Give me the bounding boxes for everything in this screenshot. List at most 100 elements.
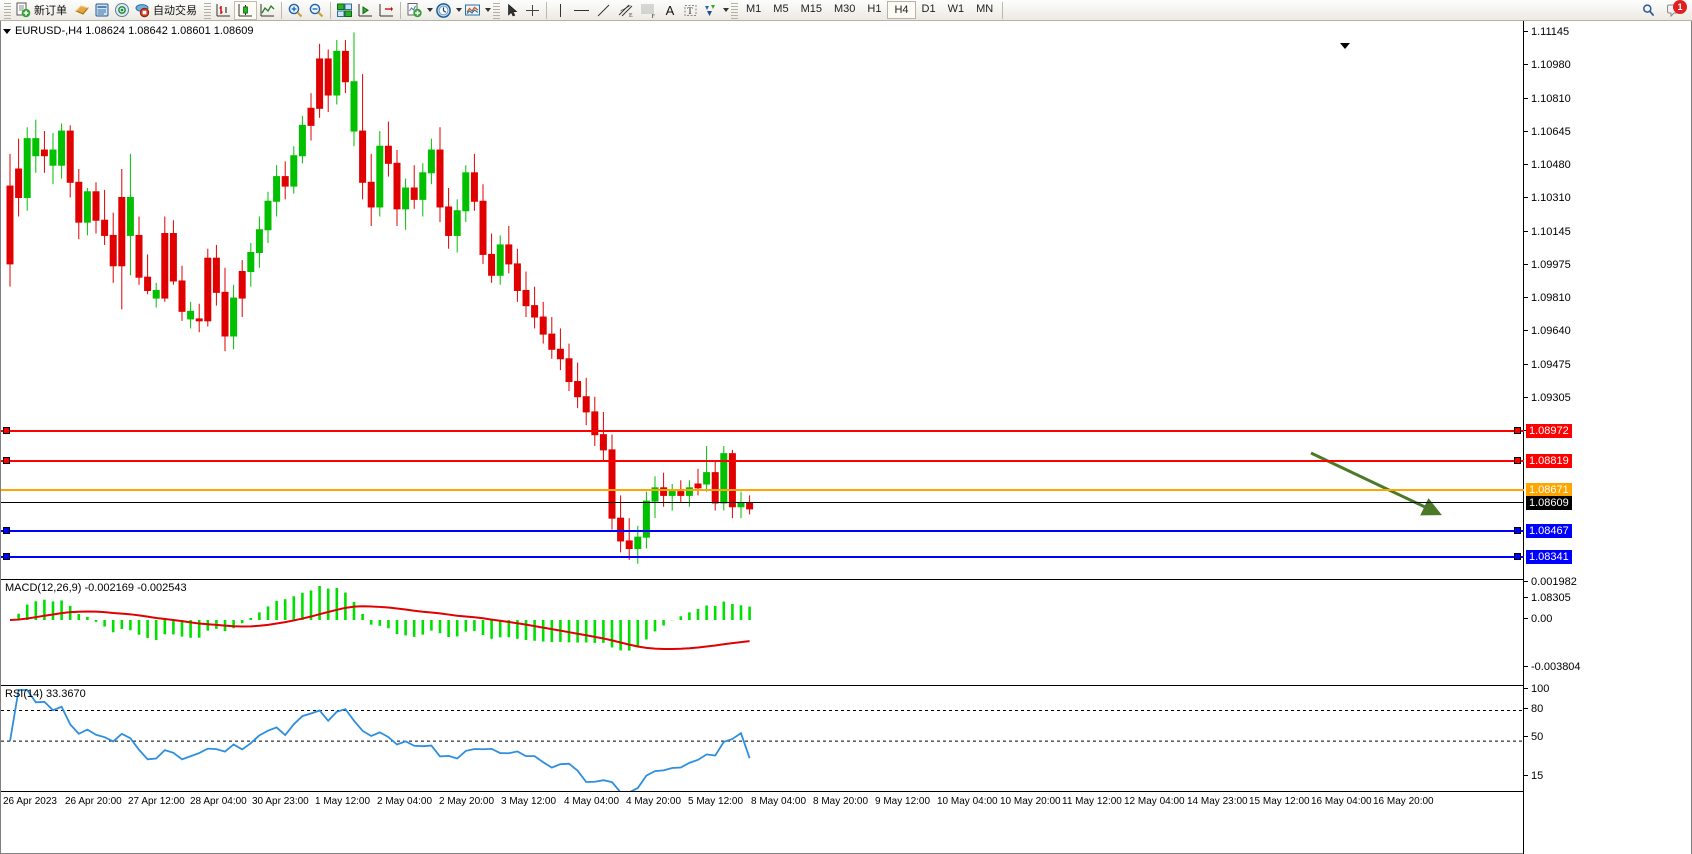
- add-indicator-button[interactable]: [404, 1, 425, 20]
- notification-button[interactable]: 1: [1664, 0, 1687, 19]
- chart-symbol-header[interactable]: EURUSD-,H4 1.08624 1.08642 1.08601 1.086…: [3, 24, 254, 38]
- crosshair-icon: [524, 2, 541, 19]
- timeframe-m30[interactable]: M30: [833, 3, 856, 15]
- current-price-level-price-label[interactable]: 1.08609: [1526, 496, 1572, 510]
- candle-body: [32, 138, 40, 157]
- shapes-caret-icon[interactable]: [723, 8, 729, 12]
- candle-body: [273, 176, 281, 202]
- tile-windows-button[interactable]: [334, 1, 355, 20]
- crosshair-tool-button[interactable]: [522, 1, 543, 20]
- toolbar-grip[interactable]: [4, 1, 11, 19]
- period-button[interactable]: [433, 1, 454, 20]
- chart-collapse-caret-icon[interactable]: [1340, 43, 1350, 49]
- navigator-button[interactable]: [112, 1, 132, 20]
- price-tick: 1.10480: [1524, 160, 1571, 171]
- timeframe-mn[interactable]: MN: [976, 3, 994, 15]
- resistance-level-1-handle-left[interactable]: [3, 427, 10, 434]
- rsi-pane[interactable]: RSI(14) 33.3670: [1, 685, 1524, 791]
- support-level-2-price-label[interactable]: 1.08341: [1526, 550, 1572, 564]
- timeframe-w1[interactable]: W1: [947, 3, 965, 15]
- support-level-2-handle-right[interactable]: [1514, 553, 1521, 560]
- search-button[interactable]: [1638, 1, 1658, 20]
- candle-body: [660, 487, 668, 496]
- market-watch-button[interactable]: [72, 1, 92, 20]
- notification-count: 1: [1673, 0, 1687, 14]
- resistance-level-2-line[interactable]: [1, 460, 1524, 462]
- new-order-label: 新订单: [34, 5, 67, 17]
- chart-shift-button[interactable]: [376, 1, 397, 20]
- svg-text:E: E: [629, 13, 633, 19]
- candle-body: [152, 289, 160, 299]
- bar-chart-button[interactable]: [213, 1, 234, 20]
- candle-body: [40, 149, 48, 157]
- text-tool-button[interactable]: A: [660, 1, 680, 20]
- fibonacci-tool-button[interactable]: F: [637, 1, 660, 20]
- toolbar-grip-3[interactable]: [493, 1, 500, 19]
- candle-body: [101, 219, 109, 236]
- support-level-2-line[interactable]: [1, 556, 1524, 558]
- chart-window[interactable]: EURUSD-,H4 1.08624 1.08642 1.08601 1.086…: [0, 21, 1692, 854]
- templates-button[interactable]: [462, 1, 483, 20]
- current-price-level-line[interactable]: [1, 502, 1524, 503]
- cursor-tool-button[interactable]: [502, 1, 522, 20]
- rsi-tick: 100: [1524, 684, 1549, 695]
- resistance-level-1-line[interactable]: [1, 430, 1524, 432]
- time-axis[interactable]: 26 Apr 2023 26 Apr 20:00 27 Apr 12:00 28 Ap…: [1, 791, 1524, 853]
- timeframe-h1[interactable]: H1: [867, 3, 882, 15]
- auto-scroll-button[interactable]: [355, 1, 376, 20]
- chart-menu-caret-icon[interactable]: [3, 28, 11, 34]
- candle-body: [58, 130, 66, 166]
- support-level-2-handle-left[interactable]: [3, 553, 10, 560]
- support-level-1-handle-right[interactable]: [1514, 527, 1521, 534]
- support-level-1-line[interactable]: [1, 530, 1524, 532]
- support-level-1-price-label[interactable]: 1.08467: [1526, 524, 1572, 538]
- timeframe-h4[interactable]: H4: [887, 1, 916, 19]
- resistance-level-2-handle-right[interactable]: [1514, 457, 1521, 464]
- candle-body: [212, 257, 220, 293]
- timeframe-m15[interactable]: M15: [800, 3, 822, 15]
- data-window-button[interactable]: [92, 1, 112, 20]
- equidistant-channel-tool-button[interactable]: E: [614, 1, 637, 20]
- time-axis-label: 27 Apr 12:00: [128, 796, 185, 807]
- time-axis-label: 14 May 23:00: [1187, 796, 1248, 807]
- zoom-out-button[interactable]: [306, 1, 327, 20]
- candle-body: [685, 487, 693, 496]
- timeframe-d1[interactable]: D1: [921, 3, 936, 15]
- toolbar-grip-4[interactable]: [731, 1, 738, 19]
- resistance-level-2-price-label[interactable]: 1.08819: [1526, 454, 1572, 468]
- down-trend-arrow[interactable]: [1310, 451, 1442, 516]
- auto-trading-button[interactable]: 自动交易: [132, 1, 202, 20]
- toolbar-separator-5: [1002, 1, 1004, 19]
- shapes-tool-button[interactable]: [700, 1, 721, 20]
- toolbar-grip-2[interactable]: [204, 1, 211, 19]
- candle-body: [513, 263, 521, 291]
- price-tick: 1.10810: [1524, 94, 1571, 105]
- timeframe-m1[interactable]: M1: [746, 3, 762, 15]
- pivot-level-price-label[interactable]: 1.08671: [1526, 483, 1572, 497]
- horizontal-line-tool-button[interactable]: [570, 1, 593, 20]
- candle-body: [668, 491, 676, 496]
- resistance-level-1-price-label[interactable]: 1.08972: [1526, 424, 1572, 438]
- period-caret-icon[interactable]: [456, 8, 462, 12]
- resistance-level-1-handle-right[interactable]: [1514, 427, 1521, 434]
- macd-pane[interactable]: MACD(12,26,9) -0.002169 -0.002543: [1, 579, 1524, 683]
- line-chart-button[interactable]: [257, 1, 278, 20]
- trendline-tool-button[interactable]: [593, 1, 614, 20]
- add-indicator-caret-icon[interactable]: [427, 8, 433, 12]
- pivot-level-line[interactable]: [1, 489, 1524, 491]
- candle-body: [230, 297, 238, 337]
- price-scale[interactable]: 1.11145 1.10980 1.10810 1.10645 1.10480 1.103…: [1523, 21, 1691, 854]
- auto-scroll-icon: [357, 2, 374, 19]
- resistance-level-2-handle-left[interactable]: [3, 457, 10, 464]
- support-level-1-handle-left[interactable]: [3, 527, 10, 534]
- templates-caret-icon[interactable]: [485, 8, 491, 12]
- price-pane[interactable]: [1, 21, 1524, 577]
- new-order-button[interactable]: 新订单: [13, 1, 72, 20]
- timeframe-m5[interactable]: M5: [773, 3, 789, 15]
- toolbar-right-group: 1: [1638, 0, 1692, 20]
- vertical-line-tool-button[interactable]: [550, 1, 570, 20]
- search-icon: [1641, 3, 1656, 18]
- candlestick-chart-button[interactable]: [234, 0, 257, 20]
- text-label-tool-button[interactable]: T: [680, 1, 700, 20]
- zoom-in-button[interactable]: [285, 1, 306, 20]
